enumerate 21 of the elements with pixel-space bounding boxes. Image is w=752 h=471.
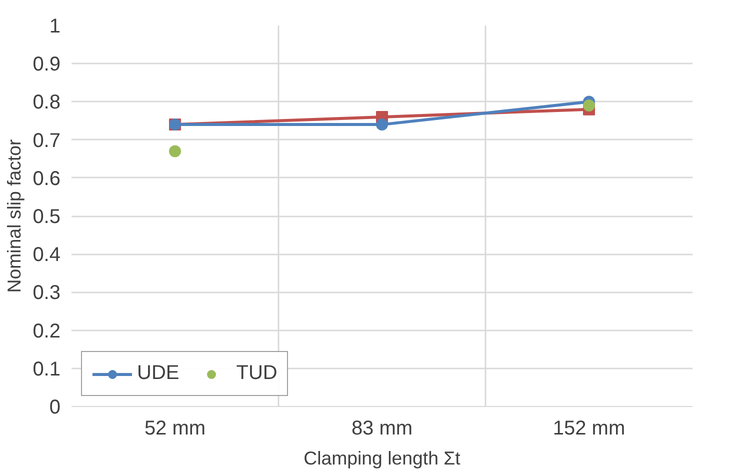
y-tick-label: 0.1 <box>32 358 61 380</box>
y-tick-label: 0.3 <box>32 282 61 304</box>
point <box>376 118 388 131</box>
x-tick-label: 52 mm <box>144 418 206 440</box>
y-tick-label: 0.4 <box>32 244 61 266</box>
y-tick-label: 0.5 <box>32 206 61 228</box>
y-tick-label: 0.7 <box>32 130 61 152</box>
x-tick-label: 83 mm <box>351 418 413 440</box>
legend-label: UDE <box>137 362 180 385</box>
y-tick-label: 0.2 <box>32 320 61 342</box>
y-tick-label: 0.6 <box>32 168 61 190</box>
y-axis-title: Nominal slip factor <box>4 139 25 293</box>
y-tick-label: 1 <box>49 16 60 38</box>
x-axis-title: Clamping length Σt <box>304 448 462 468</box>
y-tick-label: 0.9 <box>32 54 61 76</box>
legend-label: TUD <box>236 362 278 385</box>
point <box>583 100 595 112</box>
x-tick-label: 152 mm <box>552 418 626 440</box>
y-tick-label: 0 <box>49 396 60 418</box>
point <box>169 145 181 158</box>
y-tick-label: 0.8 <box>32 92 61 114</box>
